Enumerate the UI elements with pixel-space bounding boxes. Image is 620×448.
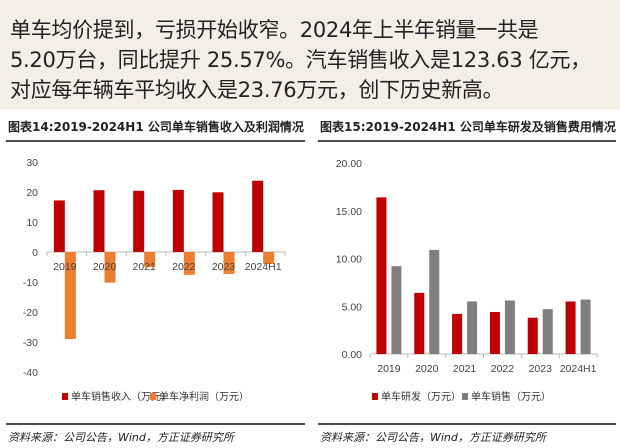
y-tick-label: -10 (23, 277, 38, 289)
y-tick-label: 10.00 (336, 254, 362, 266)
bar-secondary (144, 252, 156, 267)
bar-secondary (429, 249, 440, 354)
bar-secondary (580, 299, 591, 354)
y-tick-label: 15.00 (336, 206, 362, 218)
bar-primary (252, 180, 264, 252)
intro-line-2: 5.20万台，同比提升 25.57%。汽车销售收入是123.63 亿元， (10, 48, 591, 72)
bar-primary (133, 190, 145, 252)
bar-primary (414, 292, 425, 354)
bar-primary (212, 192, 224, 252)
bar-secondary (223, 252, 235, 274)
intro-panel: 单车均价提到，亏损开始收窄。2024年上半年销量一共是 5.20万台，同比提升 … (0, 0, 620, 110)
bar-primary (53, 200, 65, 252)
x-tick-label: 2022 (172, 261, 196, 273)
bar-secondary (183, 252, 195, 275)
bar-primary (93, 190, 105, 252)
bar-primary (527, 317, 538, 354)
bar-secondary (467, 301, 478, 354)
y-tick-label: -40 (23, 367, 38, 379)
x-tick-label: 2020 (415, 363, 439, 375)
chart-title: 图表15:2019-2024H1 公司单车研发及销售费用情况 (320, 119, 616, 134)
intro-line-1: 单车均价提到，亏损开始收窄。2024年上半年销量一共是 (10, 18, 539, 42)
legend-label: 单车净利润（万元） (159, 390, 249, 403)
x-tick-label: 2019 (53, 261, 77, 273)
y-tick-label: 20.00 (336, 158, 362, 170)
bar-primary (452, 313, 463, 354)
y-tick-label: 20 (26, 187, 38, 199)
x-tick-label: 2023 (529, 363, 553, 375)
source-note: 资料来源：公司公告，Wind，方正证券研究所 (8, 431, 236, 444)
y-tick-label: 0.00 (342, 349, 363, 361)
bar-primary (376, 197, 387, 354)
x-tick-label: 2022 (491, 363, 515, 375)
bar-secondary (64, 252, 76, 339)
x-tick-label: 2020 (93, 261, 117, 273)
y-tick-label: -30 (23, 337, 38, 349)
x-tick-label: 2019 (377, 363, 401, 375)
legend-label: 单车研发（万元） (381, 390, 461, 403)
y-tick-label: -20 (23, 307, 38, 319)
bar-secondary (263, 252, 275, 264)
bar-secondary (504, 300, 515, 354)
legend-swatch (462, 393, 468, 400)
x-tick-label: 2021 (453, 363, 477, 375)
y-tick-label: 30 (26, 157, 38, 169)
legend-swatch (372, 393, 378, 400)
chart-title: 图表14:2019-2024H1 公司单车销售收入及利润情况 (8, 119, 304, 134)
legend-label: 单车销售（万元） (471, 390, 551, 403)
legend-swatch (150, 393, 156, 400)
x-tick-label: 2024H1 (560, 363, 597, 375)
x-tick-label: 2021 (132, 261, 156, 273)
y-tick-label: 0 (32, 247, 38, 259)
x-tick-label: 2024H1 (245, 261, 282, 273)
source-note: 资料来源：公司公告，Wind，方正证券研究所 (320, 431, 548, 444)
x-tick-label: 2023 (212, 261, 236, 273)
bar-primary (172, 189, 184, 252)
bar-primary (489, 311, 500, 354)
bar-secondary (104, 252, 116, 283)
intro-line-3: 对应每年辆车平均收入是23.76万元，创下历史新高。 (10, 78, 504, 102)
y-tick-label: 10 (26, 217, 38, 229)
bar-primary (565, 301, 576, 354)
legend-swatch (62, 393, 68, 400)
y-tick-label: 5.00 (342, 301, 363, 313)
bar-secondary (542, 309, 553, 354)
legend-label: 单车销售收入（万元） (71, 390, 171, 403)
bar-secondary (391, 266, 402, 354)
